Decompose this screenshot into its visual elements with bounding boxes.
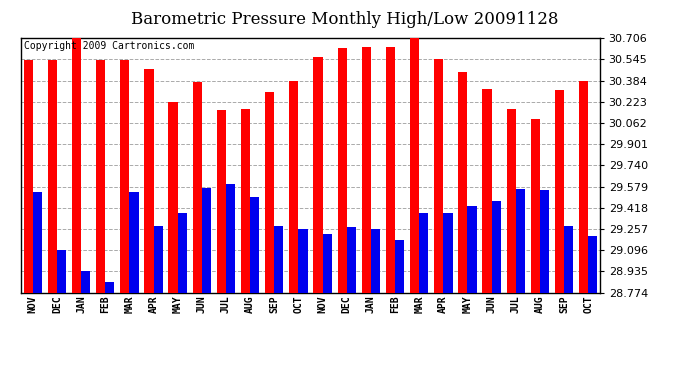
Bar	[579, 81, 588, 292]
Bar	[467, 206, 477, 292]
Bar	[250, 197, 259, 292]
Bar	[153, 226, 163, 292]
Bar	[81, 271, 90, 292]
Bar	[491, 201, 501, 292]
Bar	[193, 82, 201, 292]
Bar	[395, 240, 404, 292]
Bar	[419, 213, 428, 292]
Bar	[265, 92, 274, 292]
Bar	[168, 102, 177, 292]
Bar	[482, 89, 491, 292]
Bar	[201, 188, 211, 292]
Text: Copyright 2009 Cartronics.com: Copyright 2009 Cartronics.com	[23, 41, 194, 51]
Bar	[48, 60, 57, 292]
Bar	[531, 119, 540, 292]
Bar	[443, 213, 453, 292]
Bar	[33, 192, 42, 292]
Bar	[217, 110, 226, 292]
Bar	[57, 250, 66, 292]
Bar	[337, 48, 346, 292]
Bar	[105, 282, 115, 292]
Bar	[144, 69, 153, 292]
Bar	[371, 228, 380, 292]
Bar	[515, 189, 525, 292]
Bar	[120, 60, 129, 292]
Bar	[241, 109, 250, 292]
Bar	[564, 226, 573, 292]
Text: Barometric Pressure Monthly High/Low 20091128: Barometric Pressure Monthly High/Low 200…	[131, 11, 559, 28]
Bar	[129, 192, 139, 292]
Bar	[289, 81, 298, 292]
Bar	[96, 60, 105, 292]
Bar	[346, 227, 356, 292]
Bar	[506, 109, 515, 292]
Bar	[555, 90, 564, 292]
Bar	[72, 38, 81, 292]
Bar	[362, 47, 371, 292]
Bar	[540, 190, 549, 292]
Bar	[23, 60, 33, 292]
Bar	[410, 38, 419, 292]
Bar	[588, 236, 598, 292]
Bar	[322, 234, 332, 292]
Bar	[434, 59, 443, 292]
Bar	[298, 228, 308, 292]
Bar	[226, 184, 235, 292]
Bar	[274, 226, 284, 292]
Bar	[313, 57, 322, 292]
Bar	[458, 72, 467, 292]
Bar	[177, 213, 187, 292]
Bar	[386, 47, 395, 292]
